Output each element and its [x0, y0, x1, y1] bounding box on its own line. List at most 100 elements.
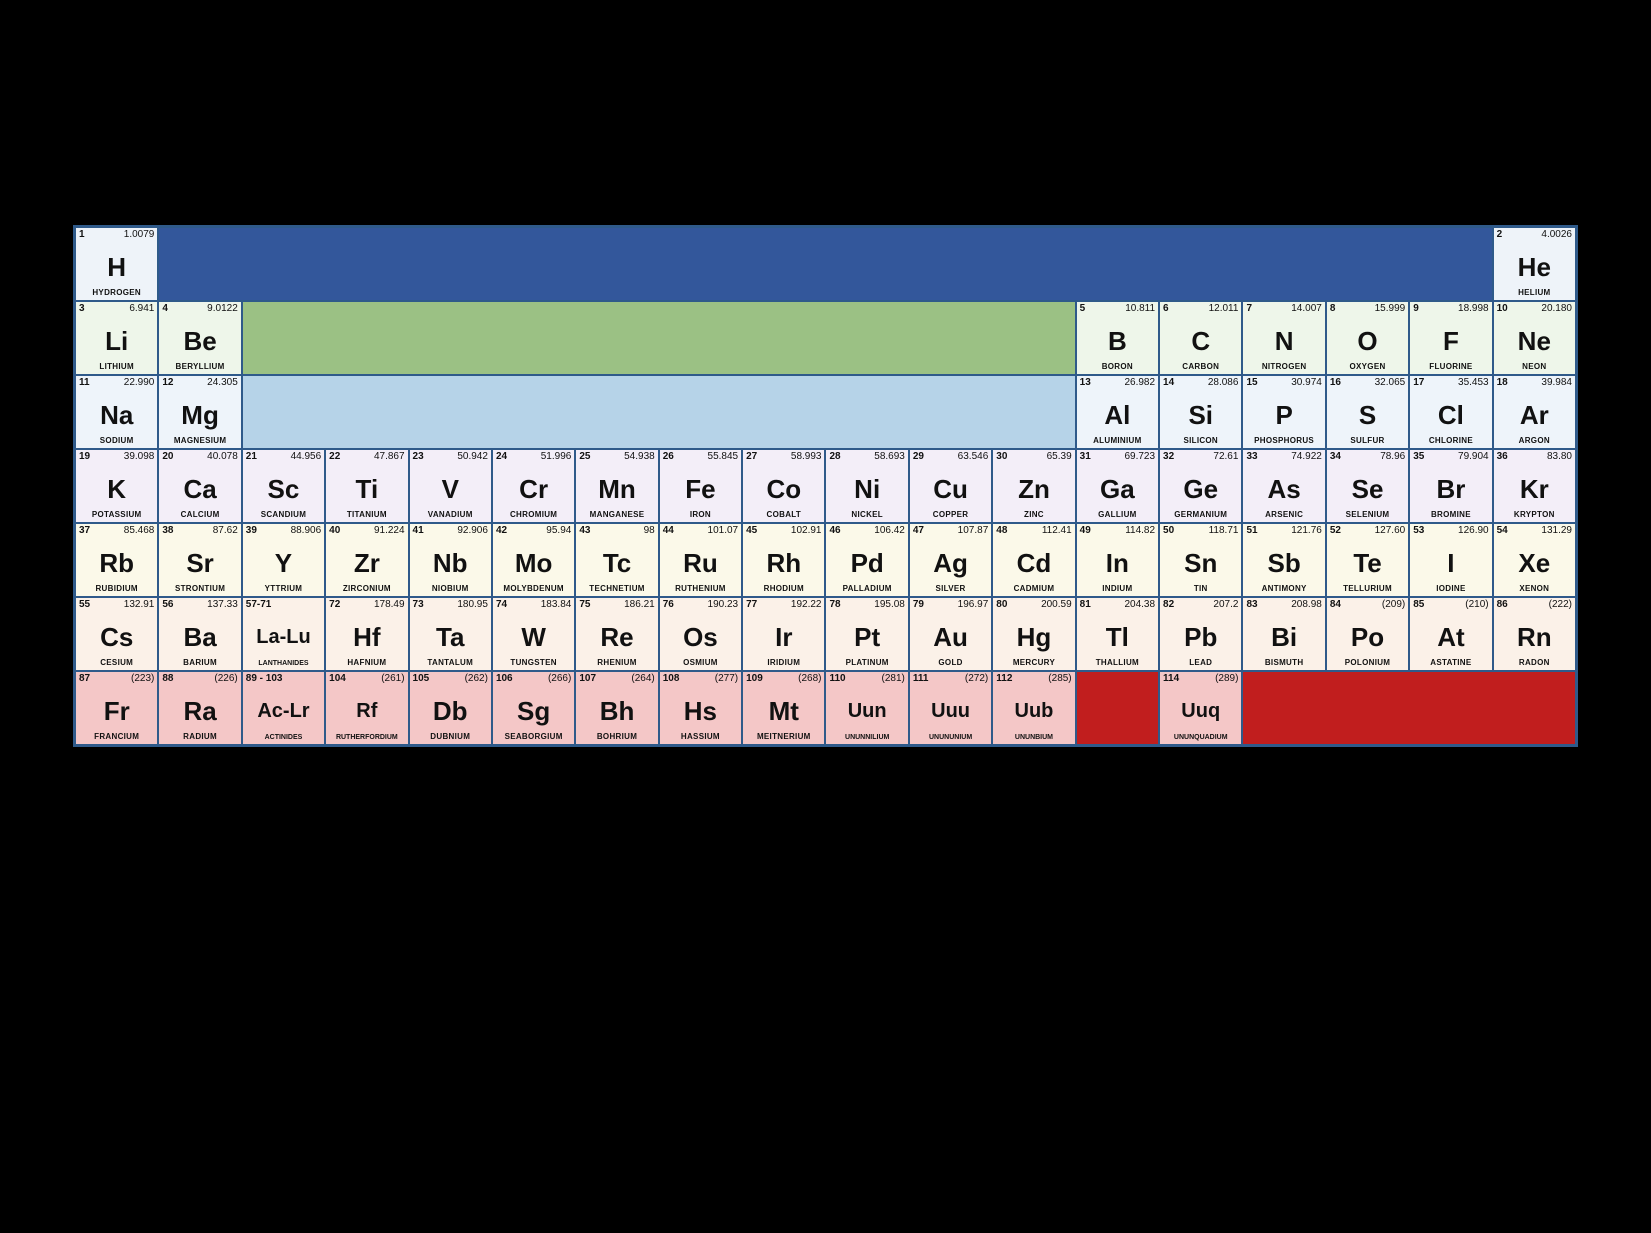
atomic-number: 26: [663, 452, 674, 462]
element-symbol: Li: [79, 328, 154, 354]
atomic-number: 111: [913, 674, 929, 684]
element-symbol: Bi: [1246, 624, 1321, 650]
atomic-number: 31: [1080, 452, 1091, 462]
element-cell: 2655.845FeIRON: [659, 449, 742, 523]
element-name: HAFNIUM: [329, 659, 404, 669]
atomic-mass: (222): [1549, 600, 1572, 610]
element-cell: 88(226)RaRADIUM: [158, 671, 241, 745]
atomic-mass: 204.38: [1124, 600, 1155, 610]
atomic-mass: 196.97: [958, 600, 989, 610]
atomic-number: 109: [746, 674, 763, 684]
atomic-mass: 58.993: [791, 452, 822, 462]
atomic-mass: (277): [715, 674, 738, 684]
element-symbol: O: [1330, 328, 1405, 354]
atomic-number: 85: [1413, 600, 1424, 610]
atomic-number: 27: [746, 452, 757, 462]
atomic-number: 15: [1246, 378, 1257, 388]
atomic-mass: 63.546: [958, 452, 989, 462]
element-symbol: Rf: [329, 701, 404, 721]
element-name: MERCURY: [996, 659, 1071, 669]
element-cell: 3478.96SeSELENIUM: [1326, 449, 1409, 523]
element-name: FLUORINE: [1413, 363, 1488, 373]
element-cell: 2247.867TiTITANIUM: [325, 449, 408, 523]
element-symbol: Ti: [329, 476, 404, 502]
element-name: IRON: [663, 511, 738, 521]
atomic-mass: 112.41: [1042, 526, 1072, 536]
atomic-number: 32: [1163, 452, 1174, 462]
atomic-mass: 101.07: [708, 526, 739, 536]
atomic-number: 1: [79, 230, 85, 240]
atomic-number: 21: [246, 452, 257, 462]
element-name: LEAD: [1163, 659, 1238, 669]
element-cell: 2554.938MnMANGANESE: [575, 449, 658, 523]
atomic-number: 5: [1080, 304, 1086, 314]
atomic-number: 87: [79, 674, 90, 684]
element-symbol: Sg: [496, 698, 571, 724]
element-name: UNUNQUADIUM: [1163, 734, 1238, 743]
element-symbol: At: [1413, 624, 1488, 650]
atomic-number: 28: [829, 452, 840, 462]
element-symbol: Ne: [1497, 328, 1572, 354]
element-name: CALCIUM: [162, 511, 237, 521]
atomic-mass: (289): [1215, 674, 1238, 684]
element-cell: 2144.956ScSCANDIUM: [242, 449, 325, 523]
atomic-mass: 22.990: [124, 378, 155, 388]
element-name: KRYPTON: [1497, 511, 1572, 521]
element-name: LANTHANIDES: [246, 660, 321, 669]
element-name: BORON: [1080, 363, 1155, 373]
element-cell: 1632.065SSULFUR: [1326, 375, 1409, 449]
element-cell: 4398TcTECHNETIUM: [575, 523, 658, 597]
element-symbol: Ir: [746, 624, 821, 650]
atomic-number: 22: [329, 452, 340, 462]
atomic-mass: 98: [644, 526, 655, 536]
atomic-mass: (223): [131, 674, 154, 684]
atomic-mass: 186.21: [624, 600, 655, 610]
atomic-number: 56: [162, 600, 173, 610]
atomic-number: 23: [413, 452, 424, 462]
element-cell: 45102.91RhRHODIUM: [742, 523, 825, 597]
atomic-number: 112: [996, 674, 1012, 684]
element-symbol: Co: [746, 476, 821, 502]
atomic-mass: 40.078: [207, 452, 238, 462]
row-spacer: [242, 375, 1076, 449]
atomic-number: 33: [1246, 452, 1257, 462]
atomic-mass: 20.180: [1541, 304, 1572, 314]
atomic-mass: 30.974: [1291, 378, 1322, 388]
atomic-mass: 18.998: [1458, 304, 1489, 314]
element-cell: 4091.224ZrZIRCONIUM: [325, 523, 408, 597]
element-cell: 1735.453ClCHLORINE: [1409, 375, 1492, 449]
atomic-mass: 39.098: [124, 452, 155, 462]
atomic-mass: 118.71: [1209, 526, 1239, 536]
element-name: ARSENIC: [1246, 511, 1321, 521]
atomic-number: 114: [1163, 674, 1179, 684]
element-symbol: Hs: [663, 698, 738, 724]
atomic-mass: 183.84: [541, 600, 572, 610]
element-symbol: B: [1080, 328, 1155, 354]
atomic-mass: 15.999: [1375, 304, 1406, 314]
element-symbol: Tl: [1080, 624, 1155, 650]
element-symbol: Ra: [162, 698, 237, 724]
atomic-number: 38: [162, 526, 173, 536]
atomic-number: 84: [1330, 600, 1341, 610]
element-cell: 3169.723GaGALLIUM: [1076, 449, 1159, 523]
element-symbol: Bh: [579, 698, 654, 724]
element-cell: 3683.80KrKRYPTON: [1493, 449, 1576, 523]
element-cell: 111(272)UuuUNUNUNIUM: [909, 671, 992, 745]
element-cell: 108(277)HsHASSIUM: [659, 671, 742, 745]
atomic-mass: (268): [798, 674, 821, 684]
element-name: ANTIMONY: [1246, 585, 1321, 595]
blank-cell: [1242, 671, 1576, 745]
element-cell: 1839.984ArARGON: [1493, 375, 1576, 449]
atomic-number: 76: [663, 600, 674, 610]
element-cell: 104(261)RfRUTHERFORDIUM: [325, 671, 408, 745]
element-symbol: Db: [413, 698, 488, 724]
element-name: UNUNBIUM: [996, 734, 1071, 743]
atomic-number: 83: [1246, 600, 1257, 610]
element-name: SULFUR: [1330, 437, 1405, 447]
element-symbol: Kr: [1497, 476, 1572, 502]
atomic-mass: 85.468: [124, 526, 155, 536]
element-cell: 50118.71SnTIN: [1159, 523, 1242, 597]
element-cell: 918.998FFLUORINE: [1409, 301, 1492, 375]
element-name: ARGON: [1497, 437, 1572, 447]
atomic-number: 35: [1413, 452, 1424, 462]
